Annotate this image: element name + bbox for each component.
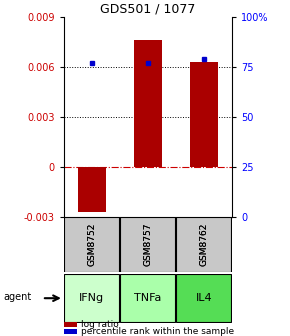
Bar (78, 167, 106, 212)
Bar (134, 40, 162, 167)
Text: percentile rank within the sample: percentile rank within the sample (81, 327, 234, 336)
Text: IL4: IL4 (196, 293, 212, 303)
Bar (120, 274, 175, 322)
Text: GSM8762: GSM8762 (200, 223, 209, 266)
Bar (64, 329, 77, 334)
Text: IFNg: IFNg (79, 293, 104, 303)
Text: GSM8757: GSM8757 (143, 223, 153, 266)
Text: log ratio: log ratio (81, 320, 119, 329)
Text: GSM8762: GSM8762 (200, 223, 209, 266)
Text: GSM8752: GSM8752 (87, 223, 96, 266)
Bar (190, 62, 218, 167)
Bar (64, 322, 77, 327)
Text: TNFa: TNFa (134, 293, 162, 303)
Bar (177, 217, 231, 271)
Text: agent: agent (3, 292, 31, 302)
Bar (177, 274, 231, 322)
Title: GDS501 / 1077: GDS501 / 1077 (100, 3, 195, 16)
Bar (120, 217, 175, 271)
Bar (64, 274, 119, 322)
Text: GSM8752: GSM8752 (87, 223, 96, 266)
Bar (64, 217, 119, 271)
Text: GSM8757: GSM8757 (143, 223, 153, 266)
